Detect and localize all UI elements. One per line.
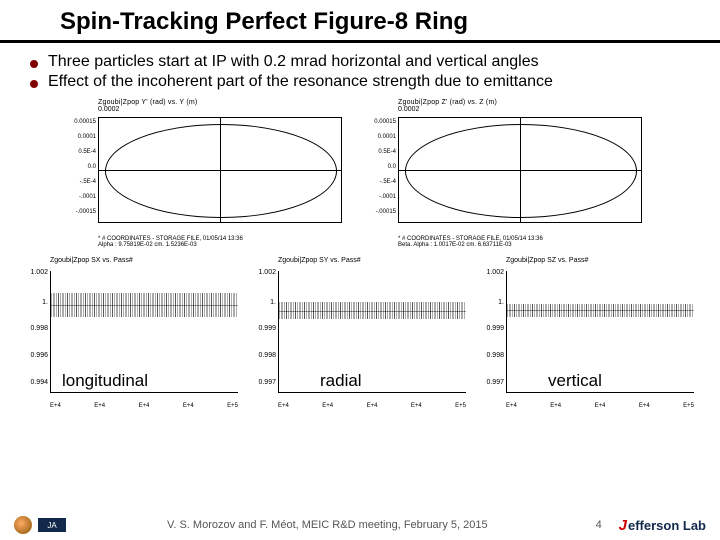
ytick: 0.999 <box>244 325 276 332</box>
ytick: 0.00015 <box>356 119 396 125</box>
xtick-row: E+4 E+4 E+4 E+4 E+5 <box>278 403 466 409</box>
ytick: 1.002 <box>472 269 504 276</box>
xtick: E+4 <box>50 403 61 409</box>
ytick: 0.0001 <box>56 134 96 140</box>
trace-line <box>279 311 466 312</box>
plot-label: radial <box>320 371 362 391</box>
bullet-list: Three particles start at IP with 0.2 mra… <box>0 43 720 95</box>
globe-icon <box>14 516 32 534</box>
plot-header: Zgoubi|Zpop SZ vs. Pass# <box>478 257 698 264</box>
xtick: E+4 <box>94 403 105 409</box>
phase-space-plot-z: Zgoubi|Zpop Z' (rad) vs. Z (m) 0.0002 0.… <box>370 99 650 249</box>
phase-space-row: Zgoubi|Zpop Y' (rad) vs. Y (m) 0.0002 0.… <box>0 95 720 251</box>
spin-plot-row: Zgoubi|Zpop SX vs. Pass# 1.002 1. 0.998 … <box>0 251 720 417</box>
bullet-text: Effect of the incoherent part of the res… <box>48 73 553 91</box>
ytick: 0.0 <box>56 164 96 170</box>
xtick: E+4 <box>278 403 289 409</box>
ytick: 0.5E-4 <box>56 149 96 155</box>
xtick: E+5 <box>227 403 238 409</box>
ytick: -.0001 <box>356 194 396 200</box>
plot-header: Zgoubi|Zpop Z' (rad) vs. Z (m) <box>370 99 650 106</box>
plot-header: Zgoubi|Zpop Y' (rad) vs. Y (m) <box>70 99 350 106</box>
xtick: E+4 <box>411 403 422 409</box>
footer: JA V. S. Morozov and F. Méot, MEIC R&D m… <box>0 516 720 534</box>
xtick: E+4 <box>639 403 650 409</box>
ytick: 0.00015 <box>56 119 96 125</box>
plot-footer-line: Alpha : 9.75819E-02 cm. 1.5236E-03 <box>98 242 243 249</box>
footer-text: V. S. Morozov and F. Méot, MEIC R&D meet… <box>76 519 579 531</box>
ellipse-trace <box>405 124 637 218</box>
plot-label: vertical <box>548 371 602 391</box>
ytick: -.0001 <box>56 194 96 200</box>
lab-logo-j: J <box>619 517 627 534</box>
xtick: E+5 <box>683 403 694 409</box>
plot-footer: * # COORDINATES - STORAGE FILE, 01/05/14… <box>98 236 243 249</box>
xtick: E+4 <box>595 403 606 409</box>
ytick: 1. <box>472 299 504 306</box>
ytick: 0.998 <box>244 352 276 359</box>
ytick: 1. <box>16 299 48 306</box>
ytick: -.00015 <box>356 209 396 215</box>
ytick: -.5E-4 <box>356 179 396 185</box>
xtick: E+4 <box>367 403 378 409</box>
xtick-row: E+4 E+4 E+4 E+4 E+5 <box>50 403 238 409</box>
xtick: E+4 <box>322 403 333 409</box>
spin-plot-sx: Zgoubi|Zpop SX vs. Pass# 1.002 1. 0.998 … <box>22 257 242 417</box>
plot-frame <box>98 117 342 223</box>
ytick: 0.994 <box>16 379 48 386</box>
ytick: 0.997 <box>472 379 504 386</box>
ytick: 0.0001 <box>356 134 396 140</box>
plot-footer-line: * # COORDINATES - STORAGE FILE, 01/05/14… <box>98 236 243 243</box>
bullet-item: Effect of the incoherent part of the res… <box>30 73 690 91</box>
xtick: E+4 <box>139 403 150 409</box>
bullet-text: Three particles start at IP with 0.2 mra… <box>48 53 539 71</box>
plot-footer-line: Beta. Alpha : 1.0017E-02 cm. 6.63711E-03 <box>398 242 543 249</box>
ellipse-trace <box>105 124 337 218</box>
plot-footer-line: * # COORDINATES - STORAGE FILE, 01/05/14… <box>398 236 543 243</box>
ytick: 0.0 <box>356 164 396 170</box>
plot-subheader: 0.0002 <box>70 106 350 113</box>
xtick: E+4 <box>550 403 561 409</box>
spin-plot-sy: Zgoubi|Zpop SY vs. Pass# 1.002 1. 0.999 … <box>250 257 470 417</box>
trace-line <box>51 305 238 306</box>
ytick: 0.999 <box>472 325 504 332</box>
footer-page-number: 4 <box>579 519 619 531</box>
plot-frame <box>398 117 642 223</box>
trace-line <box>507 310 694 311</box>
ytick: 1.002 <box>16 269 48 276</box>
page-title: Spin-Tracking Perfect Figure-8 Ring <box>0 0 720 43</box>
bullet-icon <box>30 60 38 68</box>
xtick: E+4 <box>183 403 194 409</box>
phase-space-plot-y: Zgoubi|Zpop Y' (rad) vs. Y (m) 0.0002 0.… <box>70 99 350 249</box>
lab-logo-rest: efferson Lab <box>628 518 706 533</box>
plot-footer: * # COORDINATES - STORAGE FILE, 01/05/14… <box>398 236 543 249</box>
xtick-row: E+4 E+4 E+4 E+4 E+5 <box>506 403 694 409</box>
ytick: 1. <box>244 299 276 306</box>
xtick: E+5 <box>455 403 466 409</box>
ytick: 0.998 <box>472 352 504 359</box>
ytick: 0.5E-4 <box>356 149 396 155</box>
ytick: 0.998 <box>16 325 48 332</box>
ytick: 0.997 <box>244 379 276 386</box>
ja-badge-icon: JA <box>38 518 66 532</box>
lab-logo: Jefferson Lab <box>619 517 706 534</box>
plot-frame <box>278 271 466 393</box>
plot-subheader: 0.0002 <box>370 106 650 113</box>
xtick: E+4 <box>506 403 517 409</box>
bullet-item: Three particles start at IP with 0.2 mra… <box>30 53 690 71</box>
plot-label: longitudinal <box>62 371 148 391</box>
plot-header: Zgoubi|Zpop SY vs. Pass# <box>250 257 470 264</box>
ytick: -.5E-4 <box>56 179 96 185</box>
spin-plot-sz: Zgoubi|Zpop SZ vs. Pass# 1.002 1. 0.999 … <box>478 257 698 417</box>
plot-header: Zgoubi|Zpop SX vs. Pass# <box>22 257 242 264</box>
bullet-icon <box>30 80 38 88</box>
ytick: 1.002 <box>244 269 276 276</box>
ytick: 0.996 <box>16 352 48 359</box>
ytick: -.00015 <box>56 209 96 215</box>
